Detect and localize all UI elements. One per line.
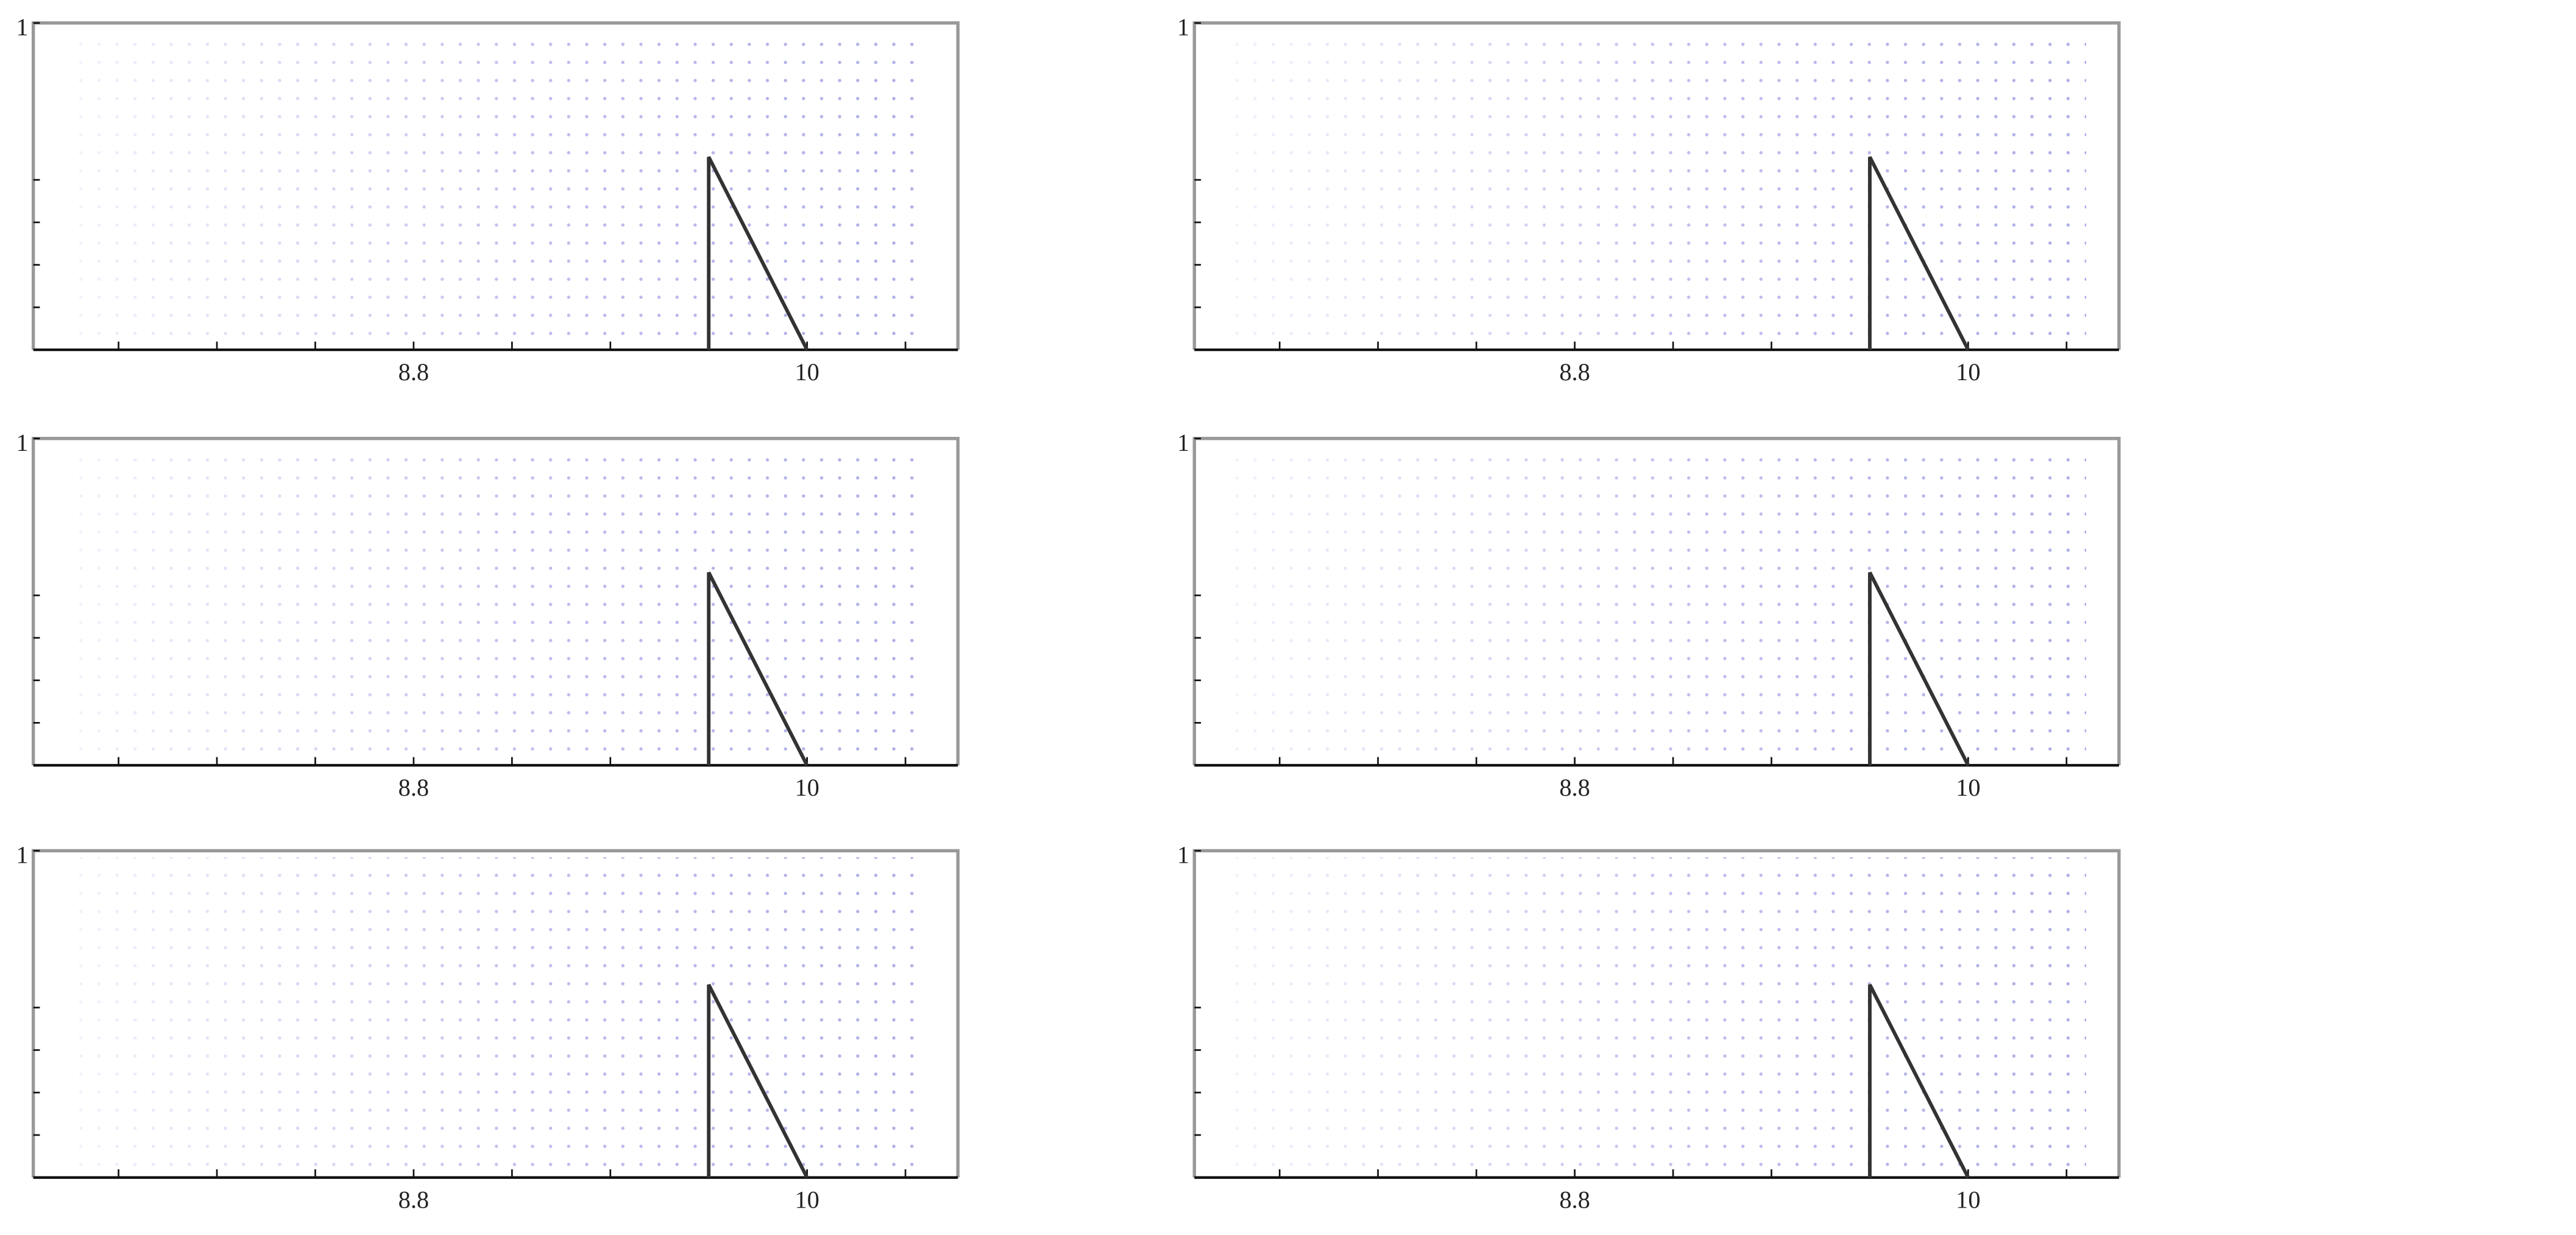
panel: 8.8 10 1 [1177, 429, 2121, 801]
flow-fade [1227, 29, 2087, 340]
obstacle [1867, 571, 1970, 766]
y-tick-label: 1 [1177, 841, 1189, 868]
x-tick-label: 10 [1956, 358, 1980, 386]
flow-fade [1227, 445, 2087, 756]
flow-fade [1227, 857, 2087, 1168]
frame [1192, 849, 2121, 1178]
panel: 8.8 10 1 [1177, 841, 2121, 1213]
flow-fade [66, 857, 925, 1168]
panel: 8.8 10 1 [1177, 13, 2121, 386]
x-tick-label: 10 [794, 358, 819, 386]
y-tick-label: 1 [16, 429, 28, 456]
panel: 8.8 10 1 [16, 13, 960, 386]
x-tick-label: 8.8 [1559, 774, 1590, 801]
y-tick-label: 1 [1177, 429, 1189, 456]
x-tick-label: 8.8 [398, 1186, 430, 1213]
flow-fade [66, 29, 925, 340]
y-tick-label: 1 [16, 13, 28, 41]
x-tick-label: 10 [1956, 1186, 1980, 1213]
obstacle [1867, 983, 1970, 1179]
obstacle [707, 983, 809, 1179]
frame [1192, 436, 2121, 766]
x-tick-label: 10 [794, 774, 819, 801]
frame [1192, 21, 2121, 350]
x-tick-label: 8.8 [398, 358, 430, 386]
obstacle [707, 571, 809, 766]
x-tick-label: 8.8 [398, 774, 430, 801]
x-tick-label: 8.8 [1559, 1186, 1590, 1213]
frame [31, 21, 960, 350]
frame [31, 436, 960, 766]
frame [31, 849, 960, 1178]
obstacle [1867, 156, 1970, 351]
x-tick-label: 10 [794, 1186, 819, 1213]
y-tick-label: 1 [1177, 13, 1189, 41]
x-tick-label: 10 [1956, 774, 1980, 801]
y-tick-label: 1 [16, 841, 28, 868]
flow-fade [66, 445, 925, 756]
panel: 8.8 10 1 [16, 429, 960, 801]
x-tick-label: 8.8 [1559, 358, 1590, 386]
panel: 8.8 10 1 [16, 841, 960, 1213]
obstacle [707, 156, 809, 351]
